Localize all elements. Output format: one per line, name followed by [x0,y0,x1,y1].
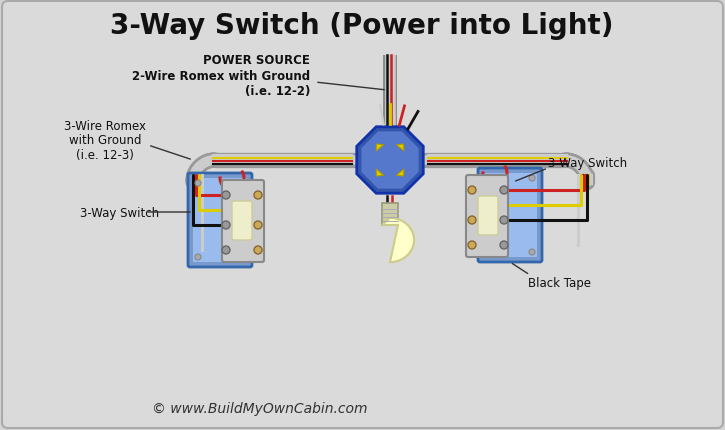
Circle shape [468,241,476,249]
Polygon shape [376,169,384,177]
Circle shape [254,191,262,200]
Text: Black Tape: Black Tape [528,276,591,289]
Circle shape [529,249,535,255]
FancyBboxPatch shape [478,169,542,262]
Text: © www.BuildMyOwnCabin.com: © www.BuildMyOwnCabin.com [152,401,368,415]
Polygon shape [397,169,404,177]
Circle shape [239,181,245,187]
Circle shape [485,175,491,181]
Circle shape [485,249,491,255]
Polygon shape [361,132,418,189]
Circle shape [529,175,535,181]
Polygon shape [397,144,404,152]
FancyBboxPatch shape [382,203,398,225]
FancyBboxPatch shape [188,174,252,267]
FancyBboxPatch shape [466,175,508,258]
Text: 3-Way Switch (Power into Light): 3-Way Switch (Power into Light) [110,12,614,40]
Text: 3-Way Switch: 3-Way Switch [80,206,159,219]
Text: 3-Way Switch: 3-Way Switch [548,156,627,169]
Circle shape [500,216,508,224]
Text: 3-Wire Romex
with Ground
(i.e. 12-3): 3-Wire Romex with Ground (i.e. 12-3) [64,119,146,162]
Polygon shape [382,218,414,262]
FancyBboxPatch shape [193,178,247,262]
Circle shape [222,246,230,255]
FancyBboxPatch shape [483,174,537,258]
Polygon shape [376,144,384,152]
FancyBboxPatch shape [478,197,498,236]
Circle shape [500,187,508,194]
Circle shape [195,181,201,187]
Circle shape [222,221,230,230]
Circle shape [468,187,476,194]
Polygon shape [357,127,423,194]
Circle shape [195,255,201,261]
Circle shape [239,255,245,261]
Circle shape [500,241,508,249]
Circle shape [254,221,262,230]
Circle shape [222,191,230,200]
Circle shape [468,216,476,224]
Text: POWER SOURCE
2-Wire Romex with Ground
(i.e. 12-2): POWER SOURCE 2-Wire Romex with Ground (i… [132,54,310,97]
FancyBboxPatch shape [222,181,264,262]
Circle shape [254,246,262,255]
FancyBboxPatch shape [232,202,252,240]
